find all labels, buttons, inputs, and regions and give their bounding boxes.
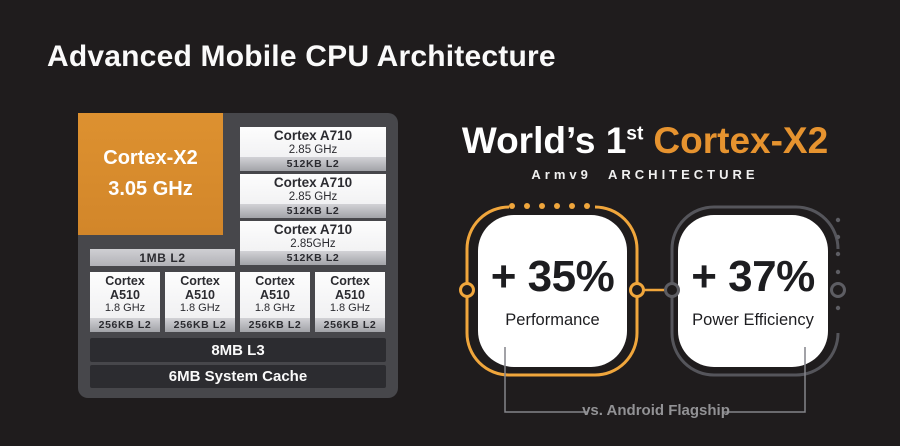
stat-label: Performance bbox=[505, 311, 600, 329]
stat-value: + 37% bbox=[691, 252, 815, 301]
core-name: Cortex A710 bbox=[273, 175, 353, 190]
slide-title: Advanced Mobile CPU Architecture bbox=[47, 40, 556, 73]
efficiency-core-block: Cortex A510 1.8 GHz 256KB L2 bbox=[90, 272, 160, 332]
headline-prefix: World’s 1 bbox=[461, 120, 627, 161]
core-l2-strip: 256KB L2 bbox=[240, 318, 310, 332]
core-clock: 1.8 GHz bbox=[104, 302, 146, 314]
node-circle-orange bbox=[459, 282, 475, 298]
node-circle-orange bbox=[629, 282, 645, 298]
core-l2-strip: 512KB L2 bbox=[240, 251, 386, 265]
l3-cache-bar: 8MB L3 bbox=[90, 338, 386, 362]
sub-headline: Armv9 ARCHITECTURE bbox=[531, 167, 759, 182]
core-name: Cortex A710 bbox=[273, 222, 353, 237]
core-l2-strip: 512KB L2 bbox=[240, 204, 386, 218]
performance-core-block: Cortex A710 2.85GHz 512KB L2 bbox=[240, 221, 386, 265]
prime-core-l2-strip: 1MB L2 bbox=[90, 249, 235, 266]
core-name: Cortex A710 bbox=[273, 128, 353, 143]
gray-dotted-right bbox=[835, 217, 841, 311]
stat-label: Power Efficiency bbox=[692, 311, 814, 329]
core-l2-strip: 256KB L2 bbox=[315, 318, 385, 332]
core-clock: 2.85 GHz bbox=[288, 144, 338, 156]
core-clock: 1.8 GHz bbox=[254, 302, 296, 314]
efficiency-core-block: Cortex A510 1.8 GHz 256KB L2 bbox=[315, 272, 385, 332]
core-name: Cortex A510 bbox=[180, 274, 220, 302]
core-name: Cortex A510 bbox=[105, 274, 145, 302]
prime-core-clock: 3.05 GHz bbox=[108, 178, 193, 200]
headline-superscript: st bbox=[626, 123, 644, 145]
stat-value: + 35% bbox=[490, 252, 615, 301]
node-circle-gray bbox=[830, 282, 846, 298]
efficiency-core-block: Cortex A510 1.8 GHz 256KB L2 bbox=[240, 272, 310, 332]
system-cache-bar: 6MB System Cache bbox=[90, 365, 386, 388]
prime-core-block: Cortex-X2 3.05 GHz bbox=[78, 113, 223, 235]
node-circle-gray bbox=[664, 282, 680, 298]
stat-card-performance: + 35% Performance bbox=[478, 215, 627, 367]
core-l2-strip: 512KB L2 bbox=[240, 157, 386, 171]
core-name: Cortex A510 bbox=[255, 274, 295, 302]
stat-card-power-efficiency: + 37% Power Efficiency bbox=[678, 215, 828, 367]
core-name: Cortex A510 bbox=[330, 274, 370, 302]
prime-core-name: Cortex-X2 bbox=[103, 147, 198, 169]
core-clock: 2.85GHz bbox=[290, 238, 336, 250]
performance-core-block: Cortex A710 2.85 GHz 512KB L2 bbox=[240, 174, 386, 218]
core-clock: 1.8 GHz bbox=[329, 302, 371, 314]
orange-dotted-top bbox=[509, 203, 590, 209]
performance-core-block: Cortex A710 2.85 GHz 512KB L2 bbox=[240, 127, 386, 171]
headline-highlight: Cortex-X2 bbox=[653, 120, 829, 161]
core-clock: 1.8 GHz bbox=[179, 302, 221, 314]
efficiency-core-block: Cortex A510 1.8 GHz 256KB L2 bbox=[165, 272, 235, 332]
cpu-diagram: Cortex-X2 3.05 GHz 1MB L2 Cortex A710 2.… bbox=[78, 113, 398, 398]
core-l2-strip: 256KB L2 bbox=[165, 318, 235, 332]
headline: World’s 1st Cortex-X2 bbox=[430, 120, 860, 162]
core-l2-strip: 256KB L2 bbox=[90, 318, 160, 332]
footnote: vs. Android Flagship bbox=[582, 402, 730, 419]
core-clock: 2.85 GHz bbox=[288, 191, 338, 203]
